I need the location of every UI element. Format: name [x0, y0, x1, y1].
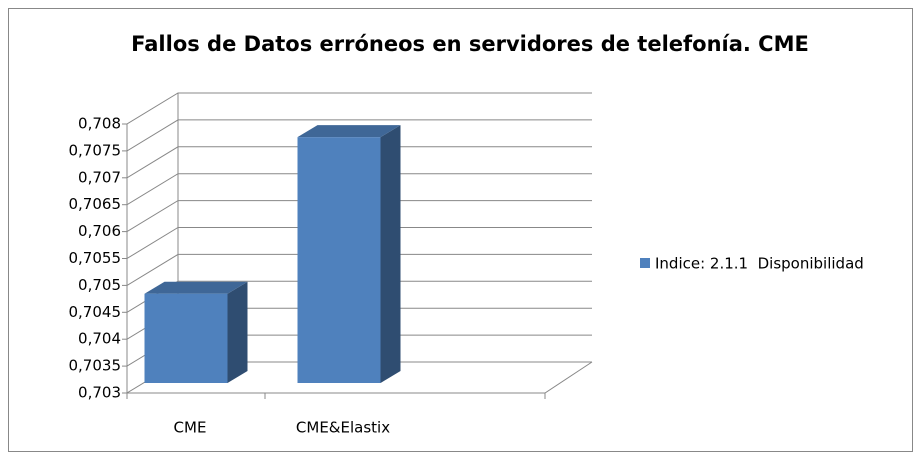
- legend-label: Indice: 2.1.1 Disponibilidad: [655, 255, 864, 273]
- y-tick-label: 0,703: [78, 384, 121, 402]
- bar: [144, 293, 228, 383]
- chart-title: Fallos de Datos erróneos en servidores d…: [131, 32, 809, 56]
- bar-top: [297, 125, 401, 138]
- grid-line: [126, 173, 592, 206]
- y-tick-label: 0,706: [78, 222, 121, 240]
- y-tick-label: 0,707: [78, 168, 121, 186]
- y-tick-label: 0,7045: [69, 303, 122, 321]
- x-tick-label: CME&Elastix: [296, 419, 390, 437]
- bar: [297, 137, 381, 383]
- grid-line: [126, 92, 592, 125]
- y-tick-label: 0,7065: [69, 195, 122, 213]
- grid-line: [126, 146, 592, 179]
- bar-top: [144, 281, 248, 294]
- grid-line: [126, 119, 592, 152]
- y-tick-label: 0,7075: [69, 141, 122, 159]
- grid-line: [126, 280, 592, 313]
- y-tick-label: 0,7055: [69, 249, 122, 267]
- bar-side: [227, 281, 248, 383]
- grid-line: [126, 200, 592, 233]
- x-tick-label: CME: [174, 419, 207, 437]
- legend-swatch: [640, 258, 650, 268]
- y-tick-label: 0,708: [78, 115, 121, 133]
- y-tick-label: 0,7035: [69, 357, 122, 375]
- chart-border: [8, 8, 913, 452]
- grid-line: [126, 253, 592, 286]
- grid-line: [126, 227, 592, 259]
- y-tick-label: 0,705: [78, 276, 121, 294]
- y-tick-label: 0,704: [78, 330, 121, 348]
- bar-side: [380, 125, 401, 383]
